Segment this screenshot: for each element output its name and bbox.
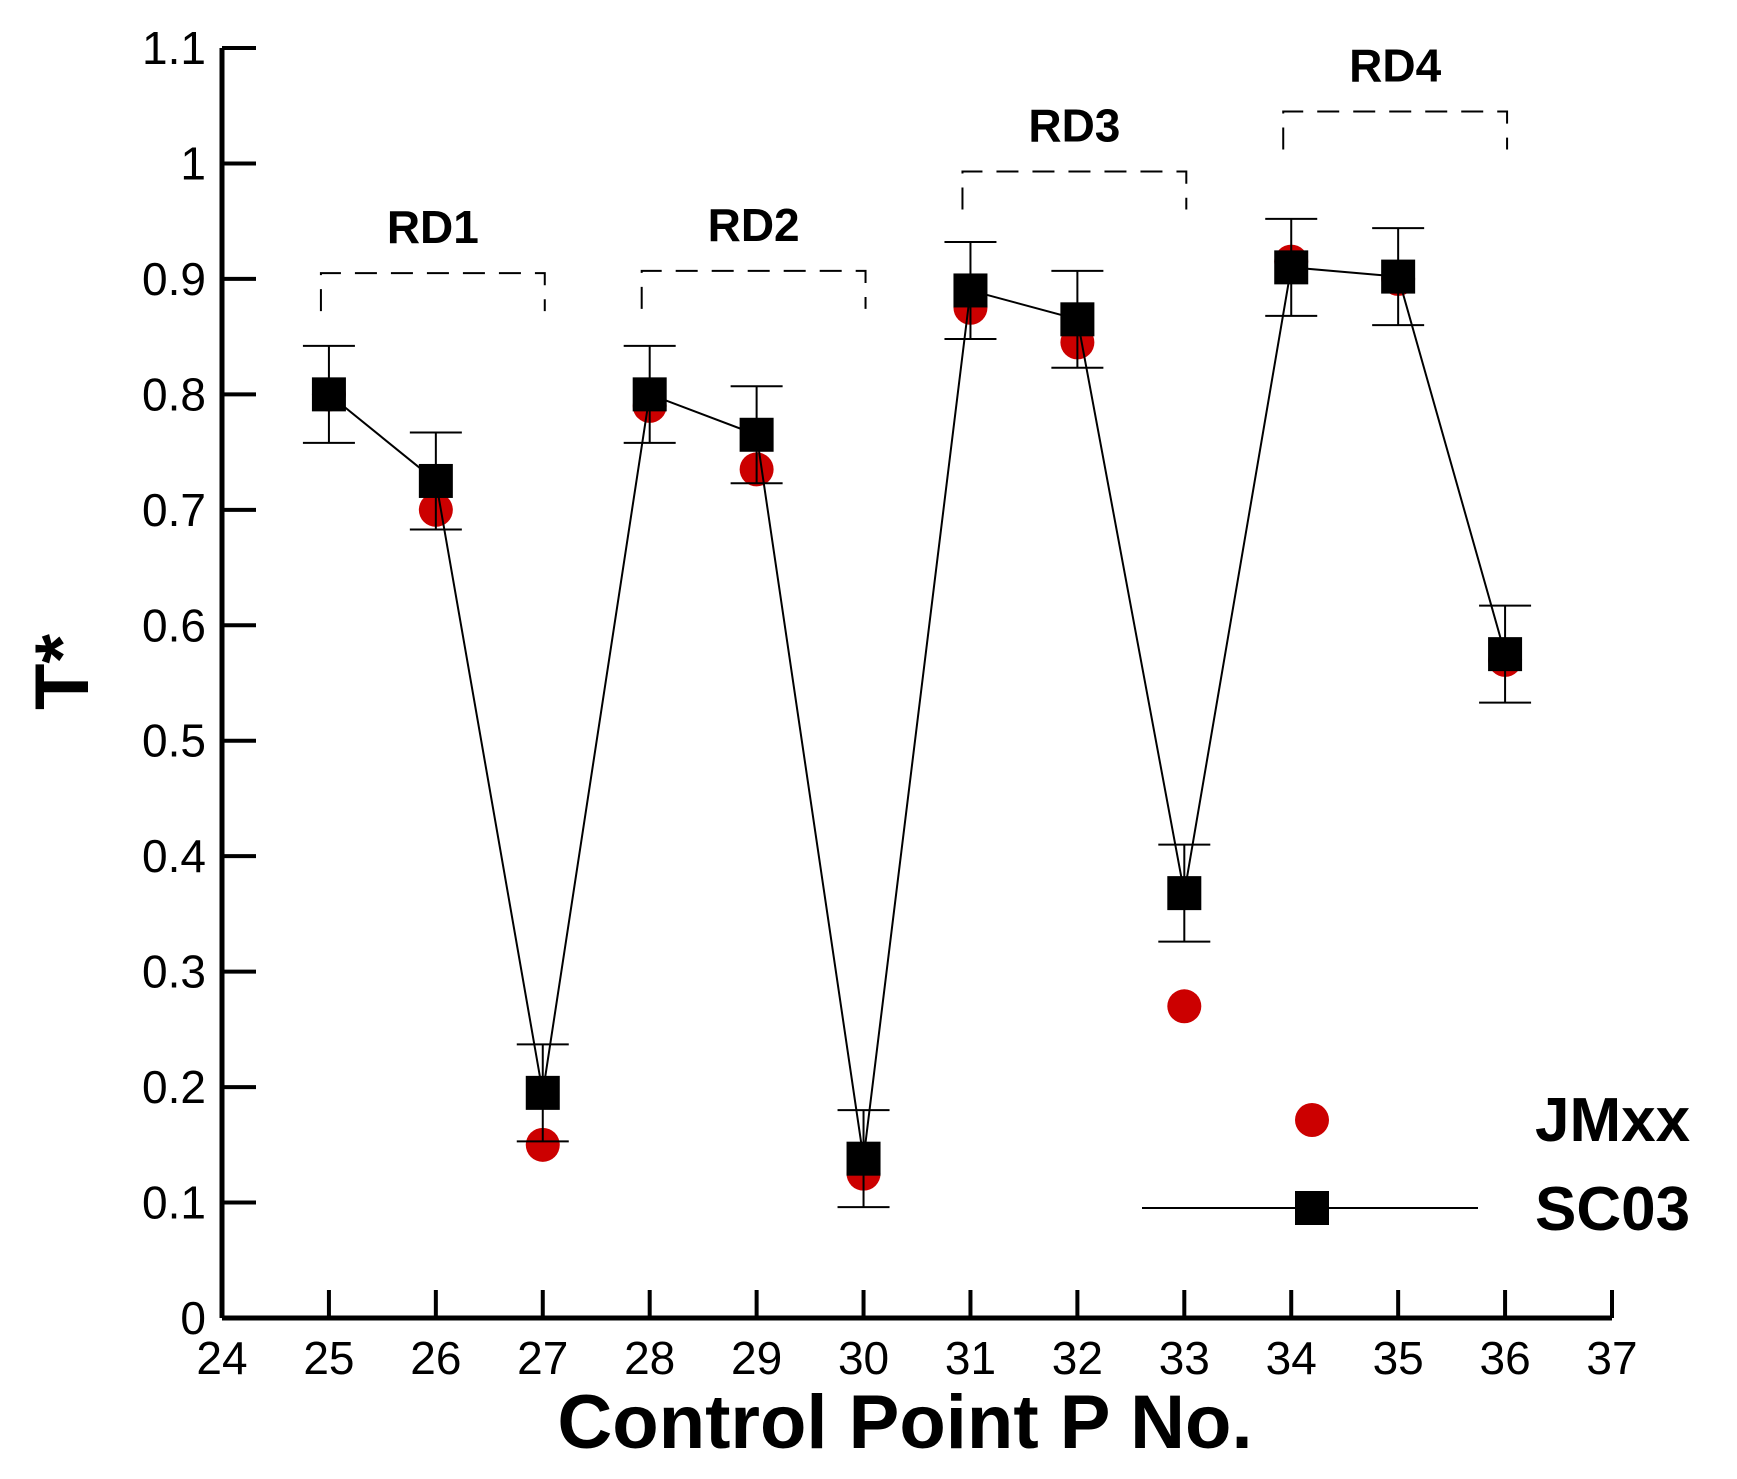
group-label: RD1 bbox=[387, 201, 479, 253]
x-tick-label: 32 bbox=[1052, 1332, 1103, 1384]
x-tick-label: 35 bbox=[1373, 1332, 1424, 1384]
y-tick-label: 0.8 bbox=[142, 368, 206, 420]
y-axis-title: T* bbox=[20, 634, 105, 710]
y-tick-label: 0.7 bbox=[142, 484, 206, 536]
y-tick-label: 1 bbox=[180, 137, 206, 189]
x-axis-title: Control Point P No. bbox=[557, 1380, 1252, 1465]
x-tick-label: 31 bbox=[945, 1332, 996, 1384]
legend: JMxx SC03 bbox=[1142, 1086, 1691, 1244]
sc03-point bbox=[1167, 876, 1202, 911]
x-tick-label: 36 bbox=[1479, 1332, 1530, 1384]
sc03-point bbox=[418, 463, 453, 498]
x-tick-label: 24 bbox=[196, 1332, 247, 1384]
legend-sc03-label: SC03 bbox=[1535, 1175, 1690, 1244]
y-tick-label: 0.9 bbox=[142, 253, 206, 305]
sc03-point bbox=[1488, 637, 1523, 672]
x-tick-label: 33 bbox=[1159, 1332, 1210, 1384]
sc03-line bbox=[328, 266, 1507, 1159]
group-label: RD4 bbox=[1349, 40, 1441, 92]
sc03-point bbox=[311, 377, 346, 412]
x-tick-label: 27 bbox=[517, 1332, 568, 1384]
y-tick-label: 1.1 bbox=[142, 22, 206, 74]
group-bracket bbox=[319, 272, 546, 312]
y-tick-label: 0 bbox=[180, 1292, 206, 1344]
jmxx-point bbox=[525, 1127, 560, 1162]
y-tick-label: 0.1 bbox=[142, 1177, 206, 1229]
sc03-point bbox=[739, 417, 774, 452]
x-tick-label: 28 bbox=[624, 1332, 675, 1384]
group-label: RD2 bbox=[708, 199, 800, 251]
group-bracket bbox=[640, 269, 867, 309]
x-tick-label: 25 bbox=[303, 1332, 354, 1384]
x-tick-label: 37 bbox=[1586, 1332, 1637, 1384]
group-bracket bbox=[961, 170, 1188, 210]
x-tick-label: 29 bbox=[731, 1332, 782, 1384]
group-annotations: RD1 RD2 RD3 RD4 bbox=[319, 40, 1509, 312]
jmxx-point bbox=[1167, 989, 1202, 1024]
group-bracket bbox=[1282, 110, 1509, 150]
sc03-point bbox=[525, 1075, 560, 1110]
sc03-point bbox=[846, 1141, 881, 1176]
sc03-point bbox=[1274, 250, 1309, 285]
y-tick-label: 0.2 bbox=[142, 1061, 206, 1113]
x-tick-label: 26 bbox=[410, 1332, 461, 1384]
y-tick-label: 0.3 bbox=[142, 946, 206, 998]
y-tick-label: 0.6 bbox=[142, 599, 206, 651]
group-label: RD3 bbox=[1028, 100, 1120, 152]
sc03-point bbox=[632, 377, 667, 412]
legend-sc03-marker bbox=[1295, 1191, 1329, 1225]
y-tick-label: 0.5 bbox=[142, 715, 206, 767]
legend-jmxx-label: JMxx bbox=[1535, 1086, 1691, 1155]
x-tick-label: 30 bbox=[838, 1332, 889, 1384]
y-tick-label: 0.4 bbox=[142, 830, 206, 882]
sc03-point bbox=[1381, 259, 1416, 294]
x-tick-label: 34 bbox=[1266, 1332, 1317, 1384]
axes: 24 25 26 27 28 29 30 31 32 33 34 35 36 37 0 0.1 0.2 0.3 0.… bbox=[142, 22, 1638, 1384]
series-layer bbox=[302, 217, 1532, 1209]
sc03-point bbox=[1060, 302, 1095, 337]
legend-jmxx-marker bbox=[1295, 1103, 1329, 1137]
sc03-point bbox=[953, 273, 988, 308]
